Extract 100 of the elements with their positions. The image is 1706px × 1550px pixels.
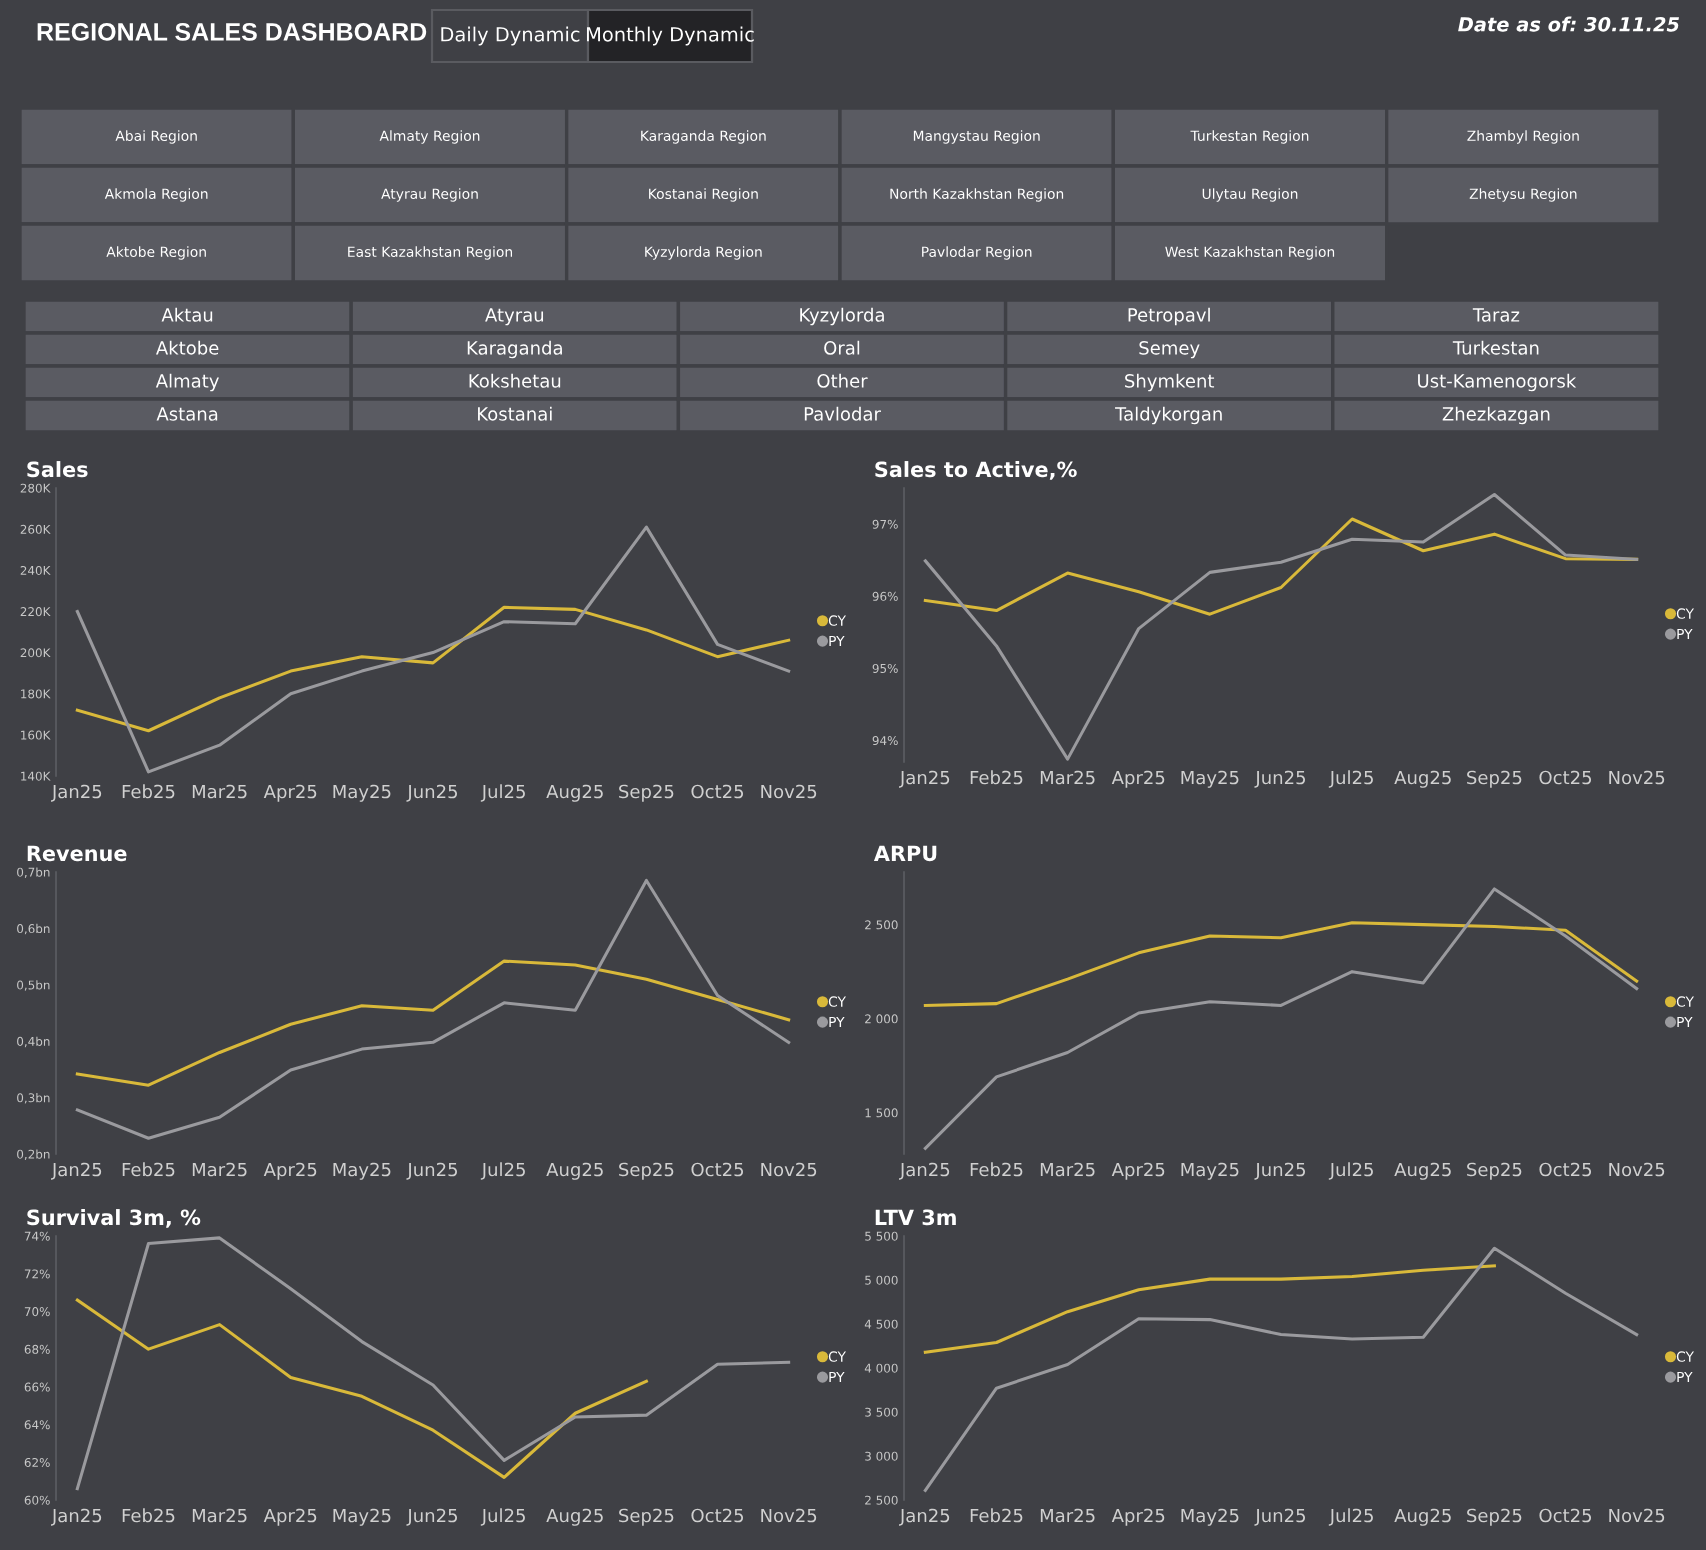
x-tick-label: Mar25	[1040, 770, 1095, 785]
text: REGIONAL SALES DASHBOARD	[37, 23, 427, 41]
x-tick-label: Mar25	[1040, 1508, 1095, 1523]
line-series	[75, 878, 791, 1140]
category-label: Shymkent	[1125, 373, 1215, 392]
x-tick-label: Jun25	[406, 784, 458, 802]
x-tick-label: Sep25	[1467, 1162, 1522, 1180]
x-tick-label: Jul25	[1328, 1508, 1373, 1526]
category-label: Other	[817, 373, 868, 388]
line-series	[923, 492, 1639, 761]
line-series	[75, 1298, 648, 1479]
chart-title: LTV 3m	[875, 1209, 956, 1226]
x-tick-label: Oct25	[1539, 770, 1592, 785]
line-series	[923, 921, 1639, 1008]
x-tick-label: Jul25	[1328, 770, 1373, 788]
x-tick-label: Jul25	[1328, 1162, 1373, 1180]
x-tick-label: Jun25	[1254, 1162, 1306, 1180]
x-tick-label: Oct25	[691, 1508, 744, 1523]
x-tick-label: Oct25	[691, 1162, 744, 1177]
x-tick-label: Jan25	[899, 1162, 950, 1180]
x-tick-label: Feb25	[122, 784, 175, 799]
line-series	[923, 887, 1639, 1150]
x-tick-label: Aug25	[546, 1162, 603, 1180]
chart-title: ARPU	[873, 845, 937, 862]
x-tick-label: Mar25	[192, 1162, 247, 1177]
x-tick-label: Aug25	[546, 784, 603, 802]
x-tick-label: Nov25	[761, 1162, 817, 1177]
x-tick-label: Nov25	[761, 784, 817, 799]
x-tick-label: Jan25	[51, 1162, 102, 1180]
x-tick-label: Feb25	[970, 1508, 1023, 1523]
category-label: Ust-Kamenogorsk	[1418, 373, 1577, 392]
x-tick-label: Aug25	[1394, 1162, 1451, 1180]
category-label: Zhezkazgan	[1442, 406, 1550, 425]
line-series	[75, 605, 791, 733]
x-tick-label: May25	[1181, 770, 1239, 788]
x-tick-label: Jul25	[480, 1508, 525, 1526]
category-label: Aktau	[161, 307, 213, 322]
x-tick-label: Mar25	[192, 1508, 247, 1523]
x-tick-label: Aug25	[546, 1508, 603, 1526]
category-label: Karaganda	[467, 340, 562, 359]
x-tick-label: Sep25	[1467, 770, 1522, 788]
category-label: Aktobe	[155, 340, 219, 355]
x-tick-label: Aug25	[1394, 1508, 1451, 1526]
category-label: Taldykorgan	[1115, 406, 1222, 425]
x-tick-label: Jul25	[480, 784, 525, 802]
x-tick-label: Apr25	[1111, 1508, 1165, 1526]
x-tick-label: Apr25	[1111, 770, 1165, 788]
x-tick-label: Nov25	[1609, 1162, 1665, 1177]
category-label: Turkestan	[1452, 340, 1539, 355]
x-tick-label: Jul25	[480, 1162, 525, 1180]
x-tick-label: May25	[1181, 1162, 1239, 1180]
x-tick-label: Jan25	[51, 1508, 102, 1526]
x-tick-label: Feb25	[122, 1162, 175, 1177]
x-tick-label: May25	[333, 1508, 391, 1526]
category-label: Astana	[156, 407, 218, 421]
category-label: Almaty	[155, 373, 219, 392]
x-tick-label: Oct25	[1539, 1162, 1592, 1177]
line-series	[923, 1246, 1639, 1492]
chart-title: Sales to Active,%	[875, 461, 1077, 480]
x-tick-label: Aug25	[1394, 770, 1451, 788]
x-tick-label: Feb25	[970, 1162, 1023, 1177]
x-tick-label: May25	[1181, 1508, 1239, 1526]
x-tick-label: Oct25	[1539, 1508, 1592, 1523]
x-tick-label: Sep25	[619, 784, 674, 802]
chart-title: Survival 3m, %	[27, 1209, 201, 1228]
line-series	[75, 959, 791, 1087]
x-tick-label: Jan25	[899, 770, 950, 788]
x-tick-label: Mar25	[1040, 1162, 1095, 1177]
category-label: Petropavl	[1128, 307, 1210, 326]
x-tick-label: Sep25	[1467, 1508, 1522, 1526]
line-series	[75, 1236, 791, 1491]
x-tick-label: Apr25	[1111, 1162, 1165, 1180]
x-tick-label: Feb25	[122, 1508, 175, 1523]
line-series	[923, 1264, 1496, 1354]
x-tick-label: Jun25	[406, 1508, 458, 1526]
x-tick-label: Jun25	[1254, 770, 1306, 788]
x-tick-label: Apr25	[263, 784, 317, 802]
chart-title: Sales	[27, 461, 88, 478]
x-tick-label: Oct25	[691, 784, 744, 799]
category-label: Semey	[1139, 341, 1200, 359]
x-tick-label: Sep25	[619, 1162, 674, 1180]
text: Daily Dynamic	[441, 26, 580, 46]
x-tick-label: Jun25	[1254, 1508, 1306, 1526]
x-tick-label: Nov25	[1609, 1508, 1665, 1523]
x-tick-label: Jun25	[406, 1162, 458, 1180]
category-label: Kostanai	[478, 406, 552, 421]
text: Date as of: 30.11.25	[1458, 16, 1679, 32]
x-tick-label: Apr25	[263, 1162, 317, 1180]
category-label: Atyrau	[485, 308, 544, 326]
x-tick-label: May25	[333, 784, 391, 802]
category-label: Kyzylorda	[800, 307, 884, 326]
x-tick-label: Jan25	[51, 784, 102, 802]
text: Monthly Dynamic	[587, 26, 754, 46]
category-label: Kokshetau	[469, 373, 561, 388]
x-tick-label: Sep25	[619, 1508, 674, 1526]
category-label: Oral	[824, 340, 860, 355]
x-tick-label: Jan25	[899, 1508, 950, 1526]
x-tick-label: Feb25	[970, 770, 1023, 785]
x-tick-label: Nov25	[1609, 770, 1665, 785]
x-tick-label: May25	[333, 1162, 391, 1180]
